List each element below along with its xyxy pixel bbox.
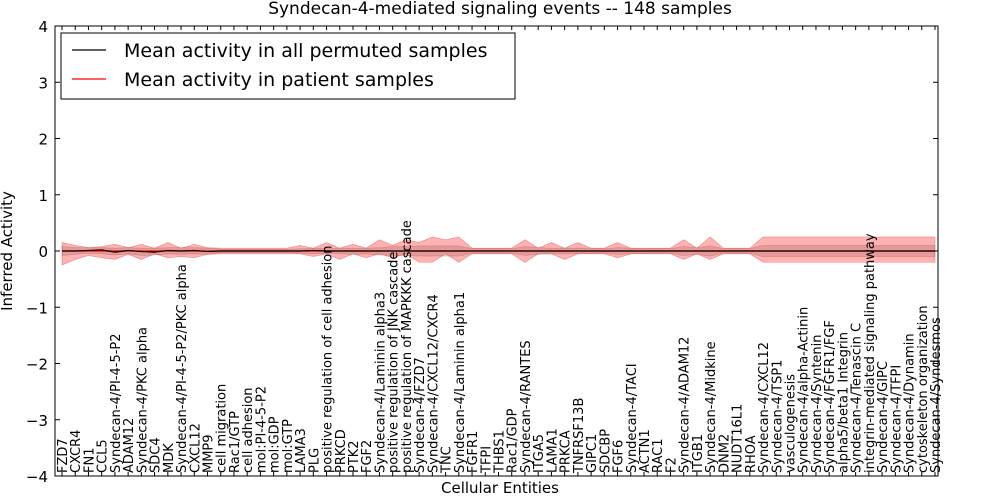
x-tick-label: Syndecan-4/TSP1 <box>770 360 785 473</box>
y-tick-label: −4 <box>26 468 48 486</box>
x-tick-label: Syndecan-4/FZD7 <box>413 357 428 473</box>
x-tick-label: NUDT16L1 <box>731 404 746 473</box>
x-tick-label: SDCBP <box>598 429 613 473</box>
legend: Mean activity in all permuted samples Me… <box>60 32 516 100</box>
y-tick-label: 3 <box>38 74 48 92</box>
x-tick-label: Syndecan-4/FGFR1/FGF <box>823 320 838 473</box>
x-tick-label: ACTN1 <box>638 429 653 473</box>
x-tick-label: mol:GDP <box>268 416 283 473</box>
x-tick-label: LAMA1 <box>545 428 560 473</box>
x-tick-label: Syndecan-4/Dynamin <box>903 333 918 473</box>
x-tick-label: FGF6 <box>612 440 627 473</box>
x-tick-label: Syndecan-4/Laminin alpha1 <box>453 292 468 473</box>
x-tick-label: Syndecan-4/PKC alpha <box>135 327 150 473</box>
x-tick-label: TNFRSF13B <box>572 398 587 474</box>
legend-label-permuted: Mean activity in all permuted samples <box>124 40 487 62</box>
x-tick-label: FZD7 <box>56 438 71 473</box>
y-tick-label: 0 <box>38 243 48 261</box>
x-tick-label: CXCL12 <box>188 423 203 473</box>
x-tick-label: RAC1 <box>651 438 666 473</box>
x-tick-label: RHOA <box>744 435 759 473</box>
y-axis-label: Inferred Activity <box>0 191 16 311</box>
x-tick-label: Syndecan-4/ADAM12 <box>678 337 693 473</box>
x-tick-label: Syndecan-4/GIPC <box>876 361 891 473</box>
x-tick-label: cell adhesion <box>241 387 256 473</box>
x-tick-label: Syndecan-4/CXCL12/CXCR4 <box>426 294 441 473</box>
x-tick-label: Syndecan-4/alpha-Actinin <box>797 307 812 473</box>
x-tick-label: Syndecan-4/Tenascin C <box>850 323 865 473</box>
x-tick-label: SDC4 <box>149 437 164 473</box>
x-tick-label: TFPI <box>479 446 494 474</box>
x-tick-label: positive regulation of JNK cascade <box>387 252 402 473</box>
x-tick-label: Rac1/GTP <box>228 411 243 473</box>
x-tick-label: DNM2 <box>717 434 732 473</box>
x-tick-label: THBS1 <box>493 430 508 474</box>
x-tick-label: Syndecan-4/Laminin alpha3 <box>373 292 388 473</box>
x-tick-label: ITGB1 <box>691 434 706 473</box>
chart-title: Syndecan-4-mediated signaling events -- … <box>268 0 732 19</box>
x-tick-label: mol:GTP <box>281 419 296 473</box>
x-tick-label: Syndecan-4/Midkine <box>704 341 719 473</box>
x-tick-label: F2 <box>664 457 679 473</box>
x-tick-label: PRKCA <box>559 430 574 473</box>
x-tick-label: cell migration <box>215 384 230 473</box>
x-tick-label: Syndecan-4/RANTES <box>519 340 534 473</box>
x-tick-label: Rac1/GDP <box>506 408 521 473</box>
x-tick-label: FGF2 <box>360 440 375 473</box>
x-tick-label: GIPC1 <box>585 434 600 473</box>
x-tick-label: integrin-mediated signaling pathway <box>863 233 878 473</box>
x-tick-label: ITGA5 <box>532 434 547 473</box>
x-tick-label: Syndecan-4/PI-4-5-P2/PKC alpha <box>175 264 190 473</box>
x-axis-label: Cellular Entities <box>441 479 559 497</box>
x-tick-label: Syndecan-4/CXCL12 <box>757 342 772 473</box>
x-tick-label: positive regulation of cell adhesion <box>321 246 336 473</box>
x-tick-label: ADAM12 <box>122 418 137 473</box>
x-tick-label: TNC <box>440 446 455 474</box>
x-tick-label: CXCR4 <box>69 430 84 473</box>
x-tick-label: vasculogenesis <box>784 374 799 473</box>
x-tick-label: Syndecan-4/TACI <box>625 363 640 473</box>
x-tick-label: Syndecan-4/Syntenin <box>810 335 825 474</box>
x-tick-label: Syndecan-4/TFPI <box>889 365 904 473</box>
x-tick-label: Syndecan-4/Syndesmos <box>929 317 944 473</box>
x-tick-label: mol:PI-4-5-P2 <box>254 386 269 473</box>
x-tick-label: alpha5/beta1 Integrin <box>836 332 851 473</box>
x-tick-label: FN1 <box>82 448 97 473</box>
y-tick-label: 2 <box>38 131 48 149</box>
y-tick-label: −3 <box>26 412 48 430</box>
legend-label-patient: Mean activity in patient samples <box>124 69 434 91</box>
x-tick-label: positive regulation of MAPKKK cascade <box>400 220 415 473</box>
legend-frame <box>60 32 516 100</box>
y-tick-label: 4 <box>38 18 48 36</box>
x-tick-label: MMP9 <box>202 434 217 473</box>
x-tick-label: MDK <box>162 443 177 473</box>
x-tick-label: FGFR1 <box>466 431 481 473</box>
x-tick-label: CCL5 <box>96 439 111 473</box>
y-tick-label: −2 <box>26 356 48 374</box>
y-tick-label: 1 <box>38 187 48 205</box>
x-tick-label: PTK2 <box>347 440 362 473</box>
x-tick-label: Syndecan-4/PI-4-5-P2 <box>109 333 124 473</box>
x-tick-label: cytoskeleton organization <box>916 305 931 473</box>
line-permuted-mean <box>62 249 935 253</box>
x-tick-label: LAMA3 <box>294 428 309 473</box>
x-tick-label: PLG <box>307 448 322 473</box>
y-tick-label: −1 <box>26 299 48 317</box>
x-tick-label: PRKCD <box>334 429 349 473</box>
